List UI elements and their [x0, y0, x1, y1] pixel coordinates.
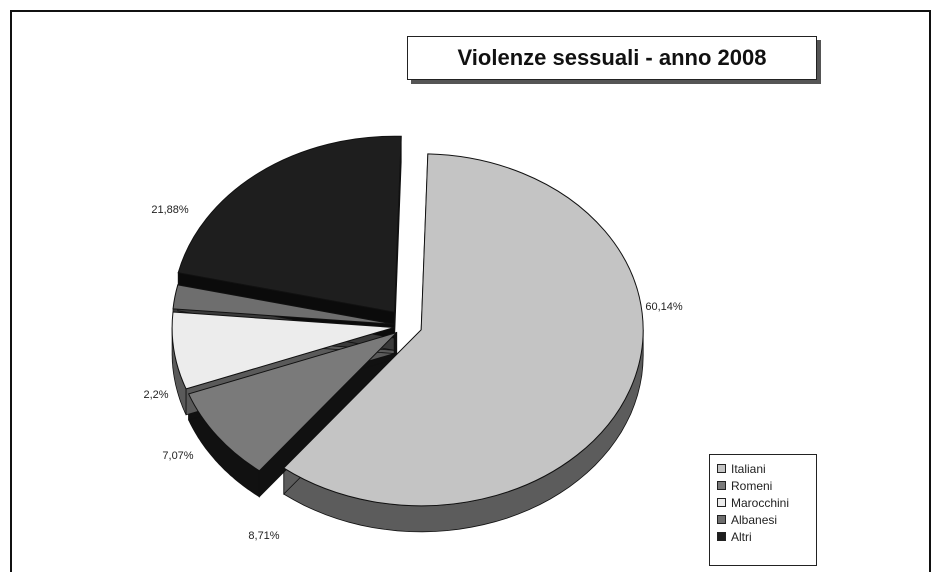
data-label-altri: 21,88%	[151, 204, 189, 216]
legend-label: Albanesi	[731, 512, 778, 527]
data-label-albanesi: 2,2%	[143, 389, 168, 401]
legend-item-italiani: Italiani	[717, 460, 816, 477]
data-label-romeni: 8,71%	[248, 530, 279, 542]
chart-title-box: Violenze sessuali - anno 2008	[407, 36, 817, 80]
pie-slice-romeni	[187, 332, 398, 472]
chart-title: Violenze sessuali - anno 2008	[457, 45, 767, 70]
pie-slice-italiani	[283, 153, 644, 507]
pie-slice-marocchini	[171, 311, 395, 390]
legend-swatch	[717, 481, 726, 490]
legend-label: Romeni	[731, 478, 773, 493]
legend-label: Altri	[731, 529, 752, 544]
legend-item-albanesi: Albanesi	[717, 511, 816, 528]
data-label-italiani: 60,14%	[645, 301, 683, 313]
pie-slice-albanesi	[172, 284, 395, 325]
legend-swatch	[717, 532, 726, 541]
legend-item-romeni: Romeni	[717, 477, 816, 494]
legend: Italiani Romeni Marocchini Albanesi Altri	[709, 454, 817, 566]
legend-swatch	[717, 498, 726, 507]
legend-swatch	[717, 515, 726, 524]
pie-slice-altri	[177, 135, 402, 313]
data-label-marocchini: 7,07%	[162, 450, 193, 462]
legend-label: Marocchini	[731, 495, 790, 510]
legend-item-altri: Altri	[717, 528, 816, 545]
legend-label: Italiani	[731, 461, 766, 476]
legend-item-marocchini: Marocchini	[717, 494, 816, 511]
legend-swatch	[717, 464, 726, 473]
